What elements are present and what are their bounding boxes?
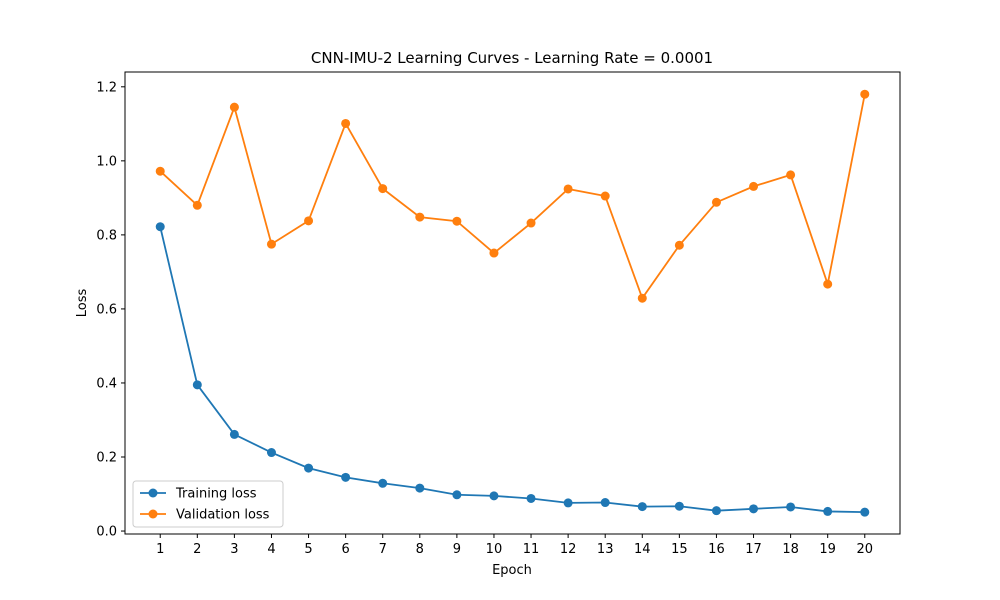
x-tick-label: 9: [453, 542, 461, 557]
validation-loss-point: [749, 181, 759, 191]
training-loss-point: [266, 448, 276, 458]
training-loss-point: [415, 483, 425, 493]
validation-loss-point: [674, 240, 684, 250]
training-loss-point: [823, 506, 833, 516]
y-tick-label: 0.2: [96, 451, 117, 466]
validation-loss-point: [786, 170, 796, 180]
training-loss-point: [786, 502, 796, 512]
training-loss-point: [452, 490, 462, 500]
validation-loss-point: [341, 118, 351, 128]
legend: Training loss Validation loss: [132, 480, 284, 528]
validation-loss-point: [378, 184, 388, 194]
training-loss-point: [600, 498, 610, 508]
x-axis-label: Epoch: [492, 563, 532, 578]
training-loss-point: [674, 501, 684, 511]
series-layer: [155, 89, 870, 517]
legend-label-validation: Validation loss: [176, 508, 270, 523]
x-tick-label: 5: [304, 542, 312, 557]
x-tick-label: 10: [486, 542, 503, 557]
x-tick-label: 19: [819, 542, 836, 557]
training-loss-point: [229, 429, 239, 439]
x-tick-label: 20: [856, 542, 873, 557]
training-loss-point: [563, 498, 573, 508]
training-loss-point: [489, 491, 499, 501]
training-loss-point: [526, 493, 536, 503]
validation-loss-line: [159, 94, 866, 301]
x-tick-label: 18: [782, 542, 799, 557]
validation-loss-point: [711, 197, 721, 207]
x-tick-label: 11: [523, 542, 540, 557]
x-tick-label: 3: [230, 542, 238, 557]
validation-loss-point: [637, 293, 647, 303]
validation-loss-point: [452, 216, 462, 226]
validation-loss-point: [155, 166, 165, 176]
x-tick-label: 13: [597, 542, 614, 557]
validation-loss-point: [526, 218, 536, 228]
validation-loss-point: [860, 89, 870, 99]
x-tick-label: 16: [708, 542, 725, 557]
y-axis: 0.0 0.2 0.4 0.6 0.8 1.0 1.2: [96, 80, 125, 540]
legend-box: [132, 480, 284, 528]
legend-marker-training: [148, 488, 158, 498]
validation-loss-point: [229, 102, 239, 112]
training-loss-line: [159, 226, 865, 514]
validation-loss-point: [563, 184, 573, 194]
y-tick-label: 1.0: [96, 154, 117, 169]
validation-loss-point: [192, 200, 202, 210]
training-loss-point: [749, 504, 759, 514]
training-loss-point: [341, 472, 351, 482]
x-axis: 1 2 3 4 5 6 7 8 9 10 11 12 13 14 15 16 17 18 19 20: [156, 534, 873, 557]
x-tick-label: 1: [156, 542, 164, 557]
x-tick-label: 17: [745, 542, 762, 557]
y-tick-label: 0.6: [96, 302, 117, 317]
training-loss-point: [637, 502, 647, 512]
legend-label-training: Training loss: [175, 487, 257, 502]
x-tick-label: 4: [267, 542, 275, 557]
validation-loss-point: [415, 212, 425, 222]
y-tick-label: 0.0: [96, 525, 117, 540]
validation-loss-point: [489, 248, 499, 258]
y-axis-label: Loss: [75, 289, 90, 318]
legend-marker-validation: [148, 509, 158, 519]
y-tick-label: 0.4: [96, 376, 117, 391]
x-tick-label: 6: [341, 542, 349, 557]
training-loss-point: [378, 478, 388, 488]
x-tick-label: 12: [560, 542, 577, 557]
validation-loss-point: [304, 216, 314, 226]
y-tick-label: 0.8: [96, 228, 117, 243]
plot-area: [124, 71, 901, 535]
validation-loss-point: [823, 279, 833, 289]
y-tick-label: 1.2: [96, 80, 117, 95]
chart-title: CNN-IMU-2 Learning Curves - Learning Rat…: [311, 49, 713, 67]
x-tick-label: 8: [416, 542, 424, 557]
training-loss-point: [155, 222, 165, 232]
x-tick-label: 14: [634, 542, 651, 557]
training-loss-point: [192, 380, 202, 390]
training-loss-point: [860, 507, 870, 517]
training-loss-point: [711, 506, 721, 516]
x-tick-label: 7: [379, 542, 387, 557]
validation-loss-point: [266, 239, 276, 249]
x-tick-label: 15: [671, 542, 688, 557]
training-loss-point: [304, 463, 314, 473]
x-tick-label: 2: [193, 542, 201, 557]
validation-loss-point: [600, 191, 610, 201]
